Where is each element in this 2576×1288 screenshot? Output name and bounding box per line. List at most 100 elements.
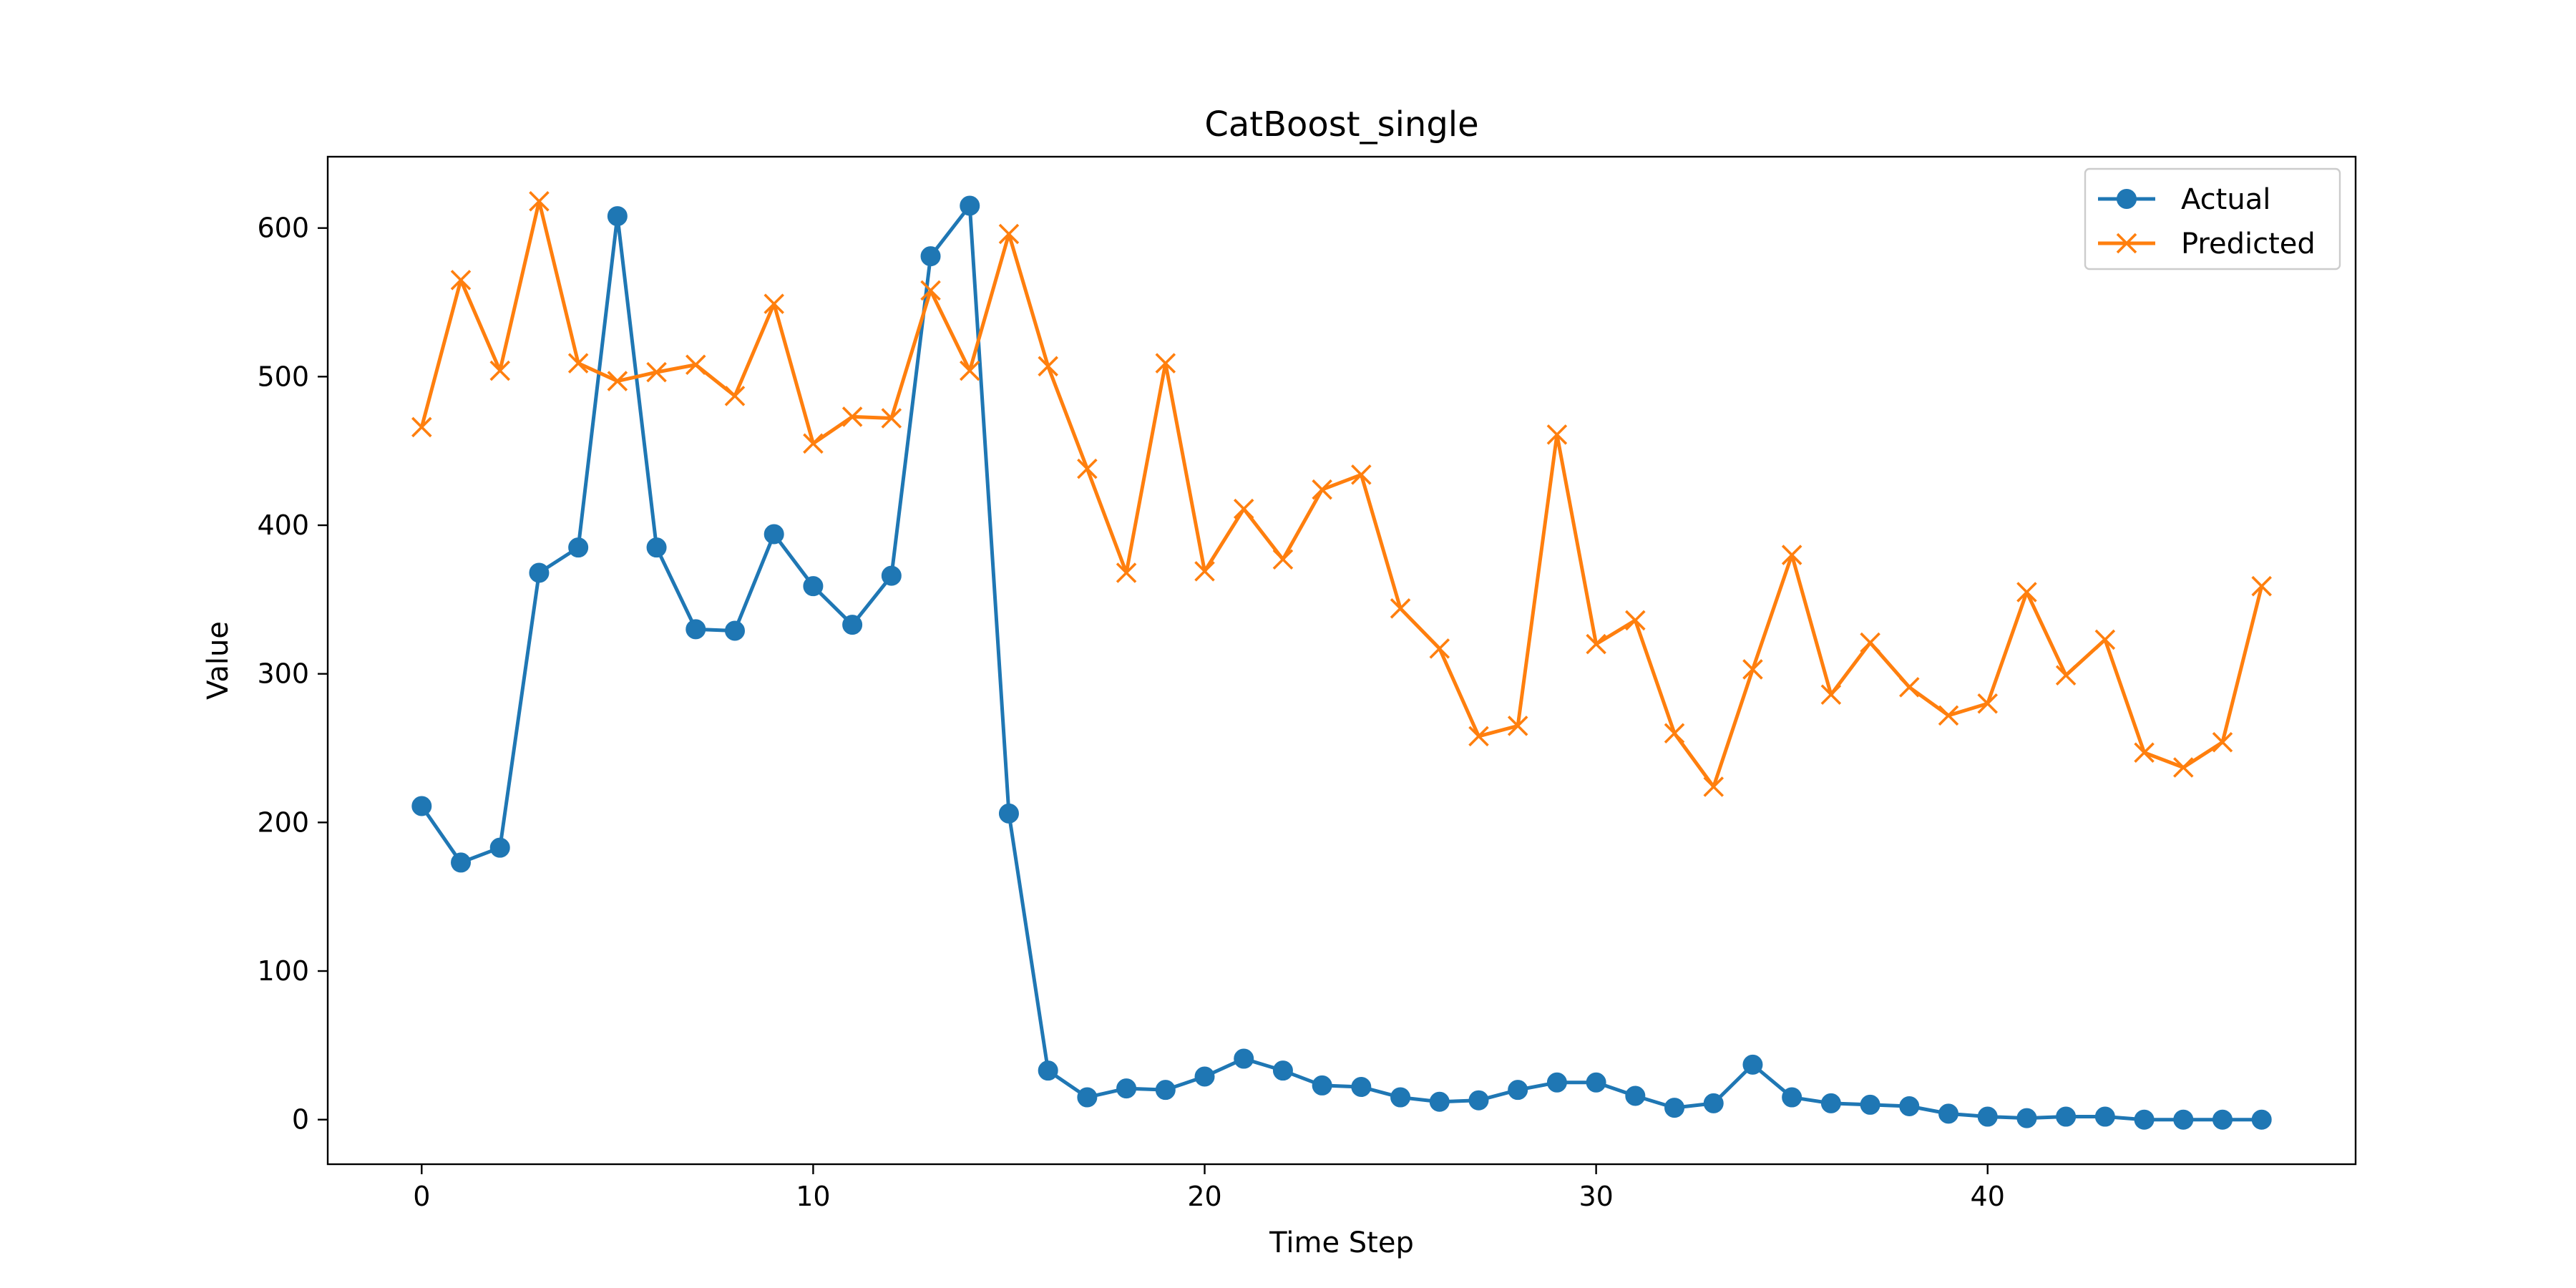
- predicted-point: [489, 360, 510, 381]
- actual-point: [1860, 1094, 1880, 1115]
- actual-point: [1625, 1085, 1646, 1106]
- predicted-point: [1351, 464, 1372, 485]
- predicted-point: [803, 433, 824, 454]
- y-tick-label: 300: [257, 658, 309, 690]
- actual-point: [1312, 1075, 1332, 1096]
- actual-point: [1234, 1048, 1254, 1069]
- actual-point: [2251, 1109, 2272, 1130]
- legend-label: Actual: [2181, 183, 2270, 216]
- predicted-point: [959, 360, 980, 381]
- series-actual: [411, 195, 2272, 1130]
- legend-item-actual: Actual: [2098, 183, 2270, 216]
- actual-point: [1977, 1106, 1998, 1127]
- predicted-point: [1116, 562, 1137, 583]
- series-predicted: [411, 191, 2272, 797]
- predicted-point: [920, 280, 941, 301]
- chart-title: CatBoost_single: [1204, 104, 1478, 145]
- predicted-point: [1429, 638, 1450, 659]
- actual-point: [1038, 1060, 1058, 1081]
- predicted-point: [1899, 677, 1920, 698]
- actual-point: [1155, 1080, 1176, 1101]
- actual-point: [1742, 1054, 1763, 1075]
- legend-label: Predicted: [2181, 228, 2316, 260]
- predicted-point: [2212, 731, 2233, 753]
- predicted-point: [1820, 684, 1842, 706]
- predicted-point: [686, 354, 706, 376]
- y-axis-label: Value: [202, 621, 235, 700]
- actual-point: [1077, 1087, 1098, 1108]
- actual-point: [1194, 1066, 1215, 1087]
- actual-point: [686, 619, 706, 640]
- predicted-point: [1155, 353, 1176, 374]
- actual-point: [1351, 1077, 1372, 1098]
- predicted-point: [607, 371, 628, 391]
- actual-line: [420, 204, 2262, 1122]
- y-tick-label: 0: [292, 1104, 309, 1136]
- predicted-point: [1977, 693, 1998, 714]
- legend-marker: [2117, 189, 2137, 209]
- predicted-point: [1703, 776, 1724, 797]
- actual-point: [2056, 1106, 2077, 1127]
- predicted-point: [1038, 356, 1058, 377]
- actual-point: [489, 837, 510, 858]
- actual-point: [1468, 1090, 1489, 1111]
- x-tick-label: 0: [413, 1181, 430, 1212]
- actual-point: [2094, 1106, 2115, 1127]
- x-tick-label: 30: [1579, 1181, 1613, 1212]
- legend-item-predicted: Predicted: [2098, 228, 2316, 260]
- actual-point: [2134, 1109, 2155, 1130]
- predicted-point: [1507, 716, 1528, 736]
- predicted-point: [1586, 633, 1606, 655]
- predicted-point: [1742, 659, 1763, 680]
- actual-point: [1272, 1060, 1293, 1081]
- y-tick-label: 500: [257, 361, 309, 392]
- predicted-point: [724, 386, 746, 406]
- series-layer: [411, 191, 2272, 1130]
- actual-point: [1429, 1091, 1450, 1112]
- predicted-point: [2016, 582, 2037, 602]
- x-tick-label: 10: [796, 1181, 830, 1212]
- actual-point: [842, 615, 863, 635]
- predicted-point: [411, 416, 432, 438]
- y-tick-label: 400: [257, 509, 309, 541]
- predicted-point: [1546, 424, 1568, 445]
- x-tick-label: 40: [1971, 1181, 2005, 1212]
- predicted-point: [2055, 665, 2077, 686]
- predicted-point: [1781, 545, 1802, 565]
- predicted-point: [1194, 561, 1215, 582]
- predicted-point: [763, 293, 784, 314]
- legend-marker: [2116, 233, 2137, 254]
- predicted-point: [450, 270, 472, 291]
- predicted-point: [1938, 705, 1959, 726]
- actual-point: [607, 206, 628, 227]
- actual-point: [1546, 1072, 1567, 1093]
- predicted-point: [529, 191, 550, 212]
- actual-point: [2212, 1109, 2233, 1130]
- y-axis: 0 100 200 300 400 500 600: [257, 213, 328, 1136]
- actual-point: [881, 565, 902, 586]
- predicted-point: [1664, 723, 1685, 744]
- actual-point: [1820, 1093, 1841, 1113]
- actual-point: [1938, 1103, 1959, 1124]
- predicted-point: [2251, 575, 2272, 597]
- y-tick-label: 100: [257, 955, 309, 987]
- actual-point: [1664, 1098, 1685, 1118]
- actual-point: [1508, 1080, 1528, 1101]
- predicted-point: [1272, 549, 1294, 570]
- actual-point: [1782, 1087, 1802, 1108]
- actual-point: [646, 537, 667, 558]
- actual-point: [411, 796, 432, 816]
- actual-point: [998, 803, 1019, 824]
- predicted-line: [419, 199, 2264, 789]
- y-tick-label: 600: [257, 213, 309, 244]
- predicted-point: [841, 406, 863, 427]
- predicted-point: [998, 223, 1020, 245]
- legend: Actual Predicted: [2084, 167, 2341, 270]
- predicted-point: [2134, 742, 2155, 763]
- y-tick-label: 200: [257, 806, 309, 838]
- actual-point: [568, 537, 589, 558]
- actual-point: [1116, 1078, 1137, 1099]
- predicted-point: [1312, 479, 1332, 500]
- actual-point: [1390, 1087, 1411, 1108]
